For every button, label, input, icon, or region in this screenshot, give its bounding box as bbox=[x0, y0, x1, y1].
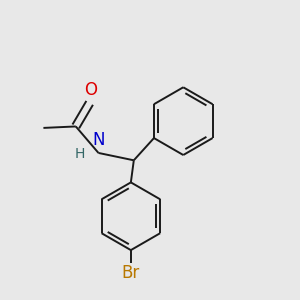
Text: Br: Br bbox=[122, 264, 140, 282]
Text: N: N bbox=[92, 130, 105, 148]
Text: O: O bbox=[85, 81, 98, 99]
Text: H: H bbox=[75, 147, 86, 161]
